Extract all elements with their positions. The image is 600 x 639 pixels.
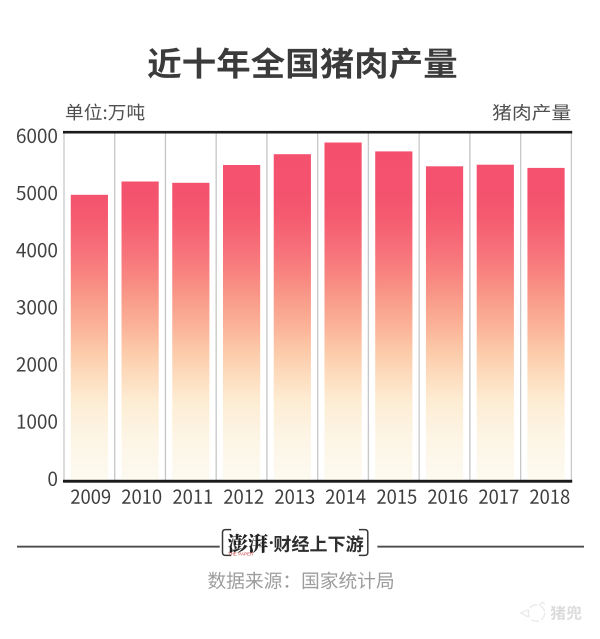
svg-text:THE PAPER: THE PAPER <box>228 551 253 556</box>
